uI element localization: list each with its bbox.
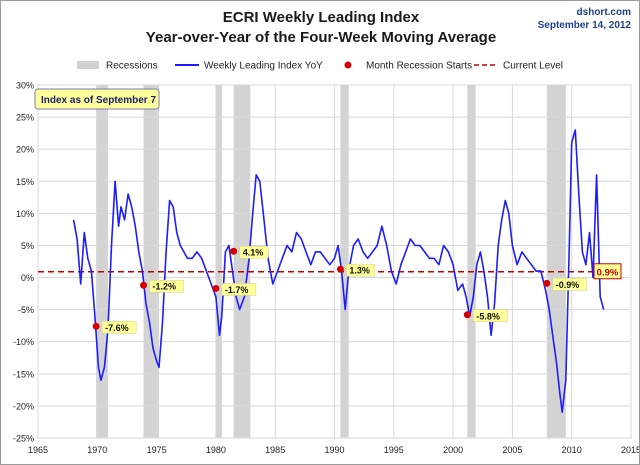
legend-label: Recessions — [106, 61, 158, 72]
x-tick-label: 1965 — [28, 445, 48, 455]
legend-item: Weekly Leading Index YoY — [175, 61, 323, 72]
x-tick-label: 1995 — [384, 445, 404, 455]
recession-start-label-text: 4.1% — [243, 248, 264, 258]
y-tick-label: -15% — [13, 369, 34, 379]
y-tick-label: -20% — [13, 401, 34, 411]
series-line — [72, 129, 605, 414]
current-level-label: 0.9% — [597, 267, 619, 278]
x-tick-label: 2015 — [621, 445, 639, 455]
legend-label: Current Level — [503, 61, 563, 72]
x-tick-label: 1970 — [87, 445, 107, 455]
recession-start-point — [92, 322, 100, 330]
recession-start-label-bg — [346, 263, 376, 277]
recession-start-label: 4.1% — [239, 245, 269, 259]
recession-start-label-text: 1.3% — [349, 266, 370, 276]
source-label: dshort.com — [576, 7, 631, 18]
recession-start-label-text: -0.9% — [556, 280, 580, 290]
x-tick-label: 2005 — [502, 445, 522, 455]
x-tick-label: 2000 — [443, 445, 463, 455]
y-tick-label: 30% — [16, 81, 34, 91]
recession-start-label-bg — [239, 245, 269, 259]
recession-start-label: -1.7% — [221, 283, 257, 296]
recession-start-point — [140, 281, 148, 289]
current-level-box — [593, 263, 622, 280]
recession-band — [143, 85, 159, 438]
y-tick-label: -25% — [13, 434, 34, 444]
recession-band — [233, 85, 251, 438]
recession-bands — [96, 85, 566, 438]
recession-start-label-bg — [473, 309, 508, 323]
recession-start-point — [336, 265, 344, 273]
legend-item: Recessions — [77, 61, 158, 72]
y-tick-label: 10% — [16, 209, 34, 219]
recession-start-label: -1.2% — [149, 279, 184, 293]
legend-label: Month Recession Starts — [366, 61, 472, 72]
recession-band — [467, 85, 476, 438]
recession-start-label-bg — [149, 279, 184, 293]
recession-start-markers: -7.6% -1.2% -1.7% 4.1% 1.3% -5.8% -0.9% — [92, 245, 588, 334]
recession-start-label-bg — [221, 283, 257, 296]
index-date-box — [34, 88, 160, 110]
legend-label: Weekly Leading Index YoY — [204, 61, 323, 72]
recession-start-point — [543, 279, 551, 287]
chart-title: ECRI Weekly Leading Index — [222, 9, 420, 26]
recession-band — [546, 85, 566, 438]
x-tick-label: 1975 — [147, 445, 167, 455]
x-tick-label: 1980 — [206, 445, 226, 455]
recession-start-point — [230, 247, 238, 255]
recession-start-label: -7.6% — [101, 321, 137, 334]
axes: -25% -20% -15% -10% -5% 0% 5% 10% 15% 20% 25% 30% 19… — [13, 81, 639, 456]
y-tick-label: -5% — [18, 305, 34, 315]
y-tick-label: 15% — [16, 177, 34, 187]
legend-swatch-band — [77, 61, 99, 69]
y-tick-label: 0% — [21, 273, 34, 283]
recession-start-label: -0.9% — [552, 278, 588, 291]
y-tick-label: 5% — [21, 241, 34, 251]
recession-start-label-text: -7.6% — [105, 323, 129, 333]
recession-start-point — [463, 311, 471, 319]
y-tick-label: -10% — [13, 337, 34, 347]
recession-start-label-bg — [552, 278, 588, 291]
recession-band — [215, 85, 222, 438]
recession-band — [340, 85, 349, 438]
recession-start-label-text: -1.2% — [153, 282, 177, 292]
recession-start-label-text: -1.7% — [225, 285, 249, 295]
date-label: September 14, 2012 — [537, 20, 631, 31]
recession-band — [96, 85, 108, 438]
legend-item: Current Level — [474, 61, 563, 72]
index-date-text: Index as of September 7 — [41, 95, 156, 106]
chart-subtitle: Year-over-Year of the Four-Week Moving A… — [145, 29, 497, 46]
y-tick-label: 25% — [16, 113, 34, 123]
annotation-layer: 0.9% Index as of September 7 — [34, 88, 622, 280]
recession-start-label: 1.3% — [346, 263, 376, 277]
chart-legend: Recessions Weekly Leading Index YoY Month … — [77, 61, 563, 72]
recession-start-label: -5.8% — [473, 309, 508, 323]
recession-start-point — [212, 284, 220, 292]
legend-item: Month Recession Starts — [344, 61, 472, 72]
recession-start-label-text: -5.8% — [476, 311, 500, 321]
legend-swatch-dot — [344, 61, 352, 69]
recession-start-label-bg — [101, 321, 137, 334]
x-tick-label: 1985 — [265, 445, 285, 455]
x-tick-label: 1990 — [324, 445, 344, 455]
y-tick-label: 20% — [16, 145, 34, 155]
series-layer — [72, 129, 605, 414]
x-tick-label: 2010 — [562, 445, 582, 455]
